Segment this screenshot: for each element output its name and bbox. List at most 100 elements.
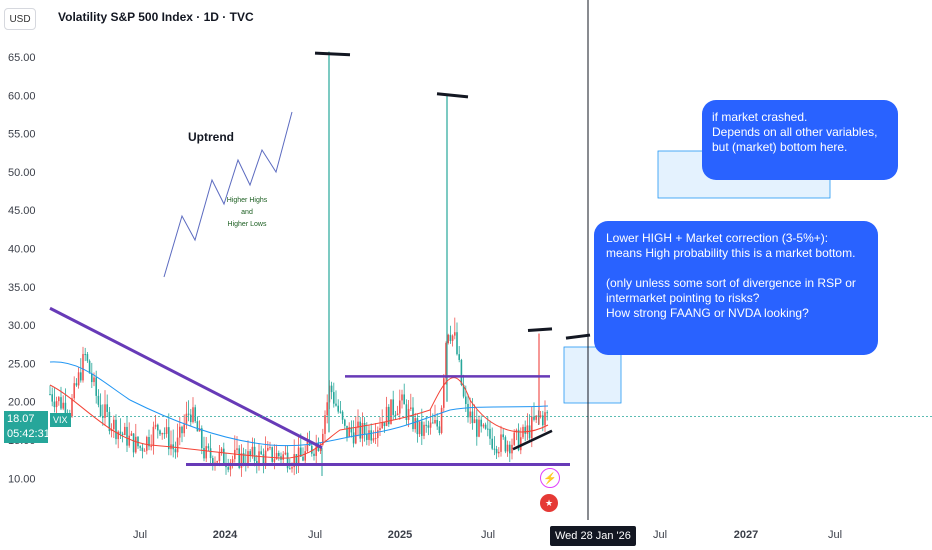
- candle-body: [388, 406, 390, 425]
- candle-body: [62, 402, 64, 409]
- candle-body: [511, 444, 513, 454]
- uptrend-label: Uptrend: [188, 130, 234, 144]
- candle-body: [247, 451, 249, 466]
- candle-body: [506, 444, 509, 452]
- candle-body: [335, 403, 337, 406]
- candle-body: [240, 453, 243, 468]
- y-tick-label: 40.00: [8, 244, 36, 256]
- candle-body: [399, 400, 401, 414]
- price-series: [49, 51, 549, 477]
- candle-body: [159, 430, 161, 435]
- candle-body: [502, 434, 504, 438]
- candle-body: [119, 431, 122, 434]
- higher-low-mark: [512, 429, 553, 451]
- candle-body: [209, 448, 212, 459]
- candle-body: [458, 354, 460, 360]
- candle-body: [440, 407, 443, 433]
- candle-body: [544, 412, 546, 426]
- candle-body: [414, 418, 416, 430]
- candle-body: [284, 452, 287, 455]
- candle-body: [176, 437, 179, 453]
- higher-highs-label: Higher Highs and Higher Lows: [226, 197, 268, 228]
- candle-body: [403, 394, 405, 405]
- candle-body: [53, 401, 56, 408]
- x-tick-label: Jul: [653, 529, 667, 541]
- candle-body: [498, 451, 500, 454]
- candle-body: [91, 373, 93, 383]
- y-tick-label: 20.00: [8, 397, 36, 409]
- countdown-timer: 05:42:31: [7, 428, 50, 440]
- candle-body: [432, 422, 434, 424]
- y-tick-label: 60.00: [8, 90, 36, 102]
- candle-body: [203, 448, 205, 459]
- candle-body: [542, 415, 544, 426]
- candle-body: [392, 399, 394, 415]
- candle-body: [106, 404, 108, 412]
- note-bubble-bottom[interactable]: Lower HIGH + Market correction (3-5%+): …: [594, 221, 878, 355]
- candle-body: [302, 456, 304, 461]
- candle-body: [517, 429, 520, 451]
- candle-body: [401, 394, 403, 401]
- candle-body: [152, 426, 155, 447]
- candle-body: [394, 414, 397, 416]
- candle-body: [93, 377, 95, 383]
- candle-body: [165, 427, 168, 434]
- candle-body: [194, 407, 196, 422]
- candle-body: [231, 459, 234, 463]
- candle-body: [326, 402, 328, 416]
- currency-badge[interactable]: USD: [4, 8, 36, 30]
- candle-body: [480, 419, 482, 427]
- candle-body: [161, 433, 163, 435]
- x-axis: Jul 2024 Jul 2025 Jul Jul 2027 Jul: [133, 529, 842, 541]
- down-trendline: [49, 306, 323, 449]
- candle-body: [427, 425, 430, 428]
- peak-mark-3: [527, 327, 553, 332]
- candle-body: [269, 447, 271, 449]
- candle-body: [75, 383, 78, 386]
- candle-body: [108, 411, 111, 432]
- candle-body: [80, 372, 82, 381]
- candle-body: [174, 449, 177, 453]
- candle-body: [363, 423, 366, 435]
- candle-body: [434, 419, 436, 424]
- candle-body: [339, 411, 342, 413]
- lightning-icon[interactable]: ⚡: [540, 468, 560, 488]
- candle-body: [124, 426, 126, 436]
- candle-body: [337, 405, 339, 412]
- note-bubble-crash[interactable]: if market crashed. Depends on all other …: [702, 100, 898, 180]
- candle-body: [187, 413, 190, 415]
- candle-body: [467, 403, 469, 418]
- candle-body: [150, 446, 152, 448]
- candle-body: [352, 432, 355, 444]
- candle-body: [460, 359, 463, 385]
- candle-body: [128, 435, 130, 446]
- candle-body: [49, 394, 51, 396]
- candle-body: [456, 332, 458, 355]
- candle-body: [216, 461, 218, 463]
- y-tick-label: 25.00: [8, 358, 36, 370]
- us-flag-icon[interactable]: ★: [540, 494, 558, 512]
- candle-body: [509, 444, 511, 454]
- candle-body: [504, 437, 507, 452]
- candle-body: [132, 433, 135, 453]
- candle-body: [58, 397, 60, 402]
- candle-body: [229, 462, 232, 470]
- candle-body: [533, 416, 535, 420]
- candle-body: [104, 404, 106, 418]
- candle-body: [443, 378, 445, 408]
- candle-body: [500, 434, 502, 452]
- candle-body: [297, 447, 300, 467]
- candle-body: [513, 432, 515, 445]
- candle-body: [520, 437, 522, 451]
- candle-body: [377, 430, 379, 439]
- candle-body: [236, 448, 238, 450]
- candle-body: [482, 424, 485, 427]
- candle-body: [139, 446, 141, 448]
- candle-body: [282, 454, 284, 460]
- x-tick-label: Jul: [481, 529, 495, 541]
- candle-body: [264, 450, 267, 465]
- candle-body: [412, 407, 414, 430]
- candle-body: [445, 343, 447, 379]
- crosshair-date-label: Wed 28 Jan '26: [550, 526, 636, 546]
- candle-body: [163, 433, 166, 435]
